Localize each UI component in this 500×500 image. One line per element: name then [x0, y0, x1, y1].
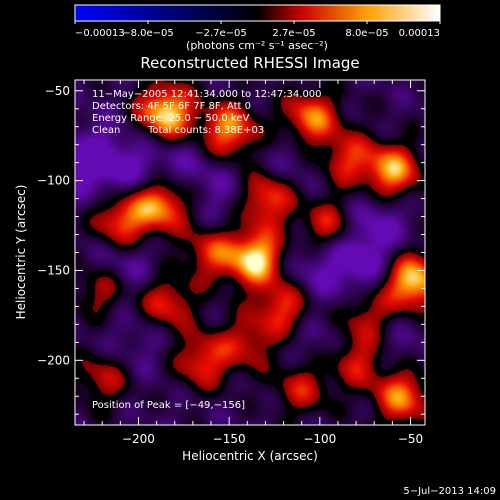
colorbar-tick-label: 2.7e−05: [272, 28, 315, 39]
annotation-counts: Total counts: 8.38E+03: [147, 125, 264, 136]
colorbar-tick-label: −8.0e−05: [122, 28, 174, 39]
colorbar-frame: [74, 4, 441, 22]
colorbar-ticks: [74, 21, 441, 24]
axis-ticks: [75, 80, 425, 425]
annotation-peak: Position of Peak = [−49,−156]: [92, 400, 245, 411]
y-tick-label: −150: [37, 263, 70, 277]
y-axis-label: Heliocentric Y (arcsec): [14, 185, 28, 320]
x-tick-labels: −200 −150 −100 −50: [122, 432, 423, 446]
colorbar-unit-label: (photons cm⁻² s⁻¹ asec⁻²): [186, 39, 328, 52]
chart-title: Reconstructed RHESSI Image: [140, 54, 359, 72]
colorbar-tick-label: −0.00013: [75, 28, 125, 39]
annotation-block: 11−May−2005 12:41:34.000 to 12:47:34.000…: [92, 89, 322, 411]
annotation-time: 11−May−2005 12:41:34.000 to 12:47:34.000: [92, 89, 322, 100]
y-tick-labels: −50 −100 −150 −200: [37, 84, 70, 368]
colorbar: [75, 5, 440, 21]
x-axis-label: Heliocentric X (arcsec): [182, 449, 318, 463]
colorbar-tick-labels: −0.00013−8.0e−05 −2.7e−05 2.7e−05 8.0e−05 0.…: [75, 28, 440, 39]
y-tick-label: −100: [37, 174, 70, 188]
x-tick-label: −50: [398, 432, 423, 446]
x-tick-label: −150: [213, 432, 246, 446]
footer-date: 5−Jul−2013 14:09: [403, 486, 496, 497]
colorbar-tick-label: −2.7e−05: [195, 28, 247, 39]
x-tick-label: −200: [122, 432, 155, 446]
colorbar-tick-label: 8.0e−05: [345, 28, 388, 39]
annotation-method: Clean: [92, 125, 120, 136]
heatmap-image: [75, 80, 425, 425]
colorbar-tick-label: 0.00013: [399, 28, 440, 39]
annotation-energy: Energy Range: 25.0 − 50.0 keV: [92, 113, 249, 124]
y-tick-label: −200: [37, 353, 70, 367]
y-tick-label: −50: [45, 84, 70, 98]
x-tick-label: −100: [303, 432, 336, 446]
annotation-detectors: Detectors: 4F 5F 6F 7F 8F, Att 0: [92, 101, 251, 112]
